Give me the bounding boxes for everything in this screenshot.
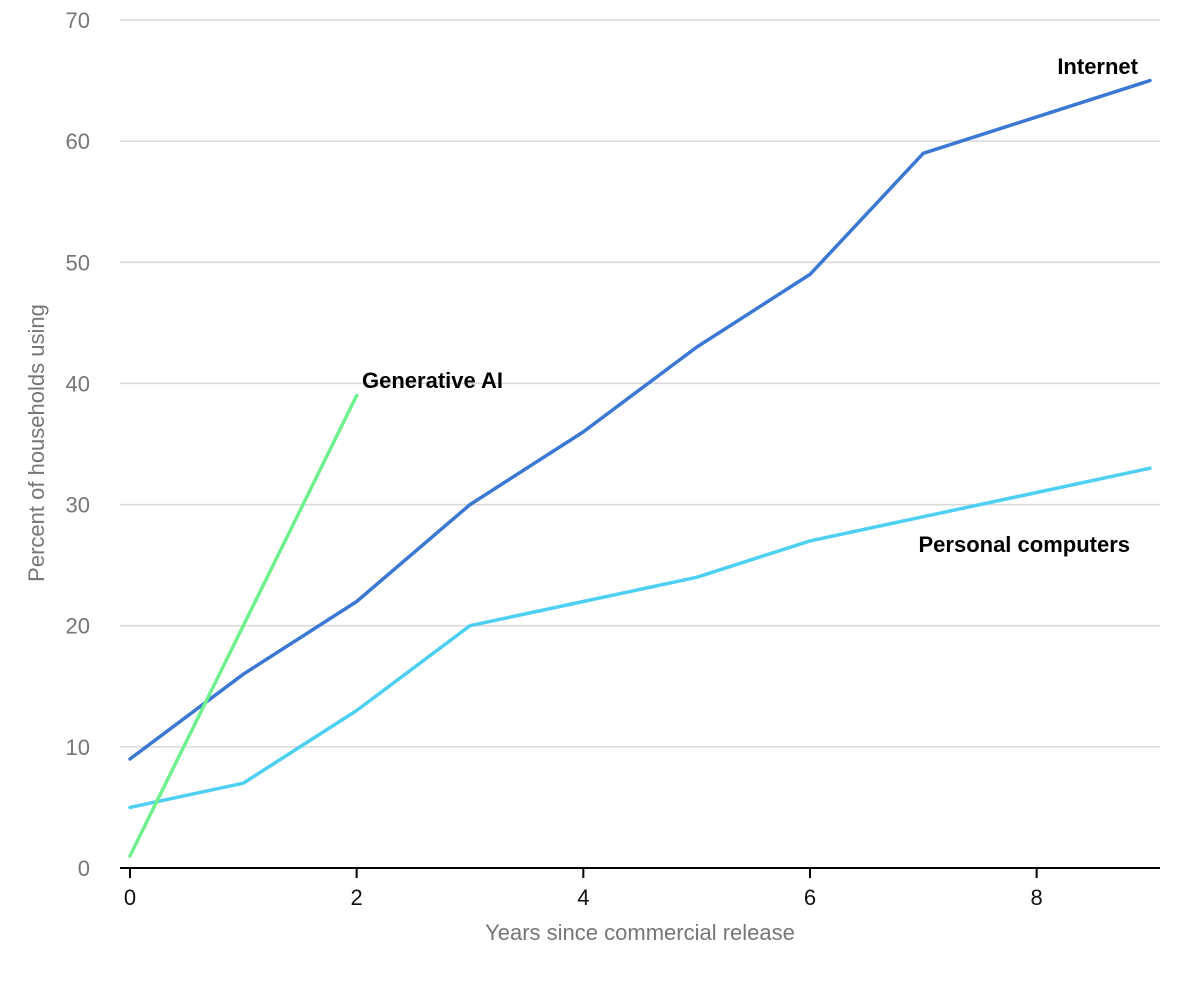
x-axis: 0 2 4 6 8	[120, 867, 1160, 910]
series-label-personal-computers: Personal computers	[918, 532, 1130, 557]
series-label-internet: Internet	[1057, 54, 1138, 79]
y-axis-ticks: 0 10 20 30 40 50 60 70	[66, 8, 90, 881]
y-tick-label: 20	[66, 614, 90, 639]
y-tick-label: 60	[66, 129, 90, 154]
series-lines	[128, 78, 1152, 858]
x-axis-title: Years since commercial release	[485, 920, 795, 945]
series-line-personal-computers	[128, 466, 1152, 810]
y-tick-label: 30	[66, 493, 90, 518]
series-line-generative-ai	[128, 393, 359, 858]
y-tick-label: 70	[66, 8, 90, 33]
x-tick-label: 8	[1031, 885, 1043, 910]
x-tick-label: 6	[804, 885, 816, 910]
y-tick-label: 0	[78, 856, 90, 881]
y-axis-title: Percent of households using	[24, 304, 49, 582]
x-tick-label: 4	[577, 885, 589, 910]
series-labels: Internet Personal computers Generative AI	[362, 54, 1139, 557]
y-tick-label: 40	[66, 371, 90, 396]
x-tick-label: 2	[351, 885, 363, 910]
series-label-generative-ai: Generative AI	[362, 368, 503, 393]
y-tick-label: 50	[66, 250, 90, 275]
x-tick-label: 0	[124, 885, 136, 910]
gridlines	[120, 19, 1160, 748]
series-line-internet	[128, 78, 1152, 761]
y-tick-label: 10	[66, 735, 90, 760]
